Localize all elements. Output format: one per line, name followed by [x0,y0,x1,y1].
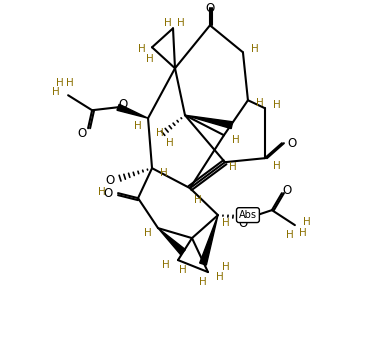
Text: H: H [251,44,259,54]
Text: H: H [299,228,307,238]
Text: H: H [144,228,152,238]
Text: O: O [206,2,214,15]
Text: H: H [134,121,142,131]
Text: H: H [162,260,170,270]
Text: H: H [164,18,172,28]
Text: H: H [286,230,294,240]
Text: H: H [194,195,202,205]
Text: O: O [238,217,247,230]
Text: H: H [216,272,224,282]
Text: H: H [232,135,240,145]
Text: H: H [273,161,281,171]
Text: H: H [222,218,230,228]
Text: O: O [118,98,128,111]
Text: H: H [160,168,168,178]
Text: H: H [98,187,106,197]
Text: O: O [282,184,292,197]
Text: H: H [52,87,60,97]
Text: H: H [66,78,74,88]
Text: H: H [229,162,237,172]
Text: O: O [78,127,87,140]
Text: O: O [105,174,115,187]
Text: Abs: Abs [239,210,257,220]
Text: H: H [179,265,187,275]
Text: H: H [199,277,207,287]
Polygon shape [117,104,148,118]
Text: H: H [56,78,64,88]
Text: H: H [138,44,146,54]
Text: H: H [156,128,164,138]
Text: O: O [287,137,296,150]
Text: H: H [256,98,264,108]
Polygon shape [185,115,233,129]
Text: H: H [166,138,174,148]
Text: H: H [303,217,311,227]
Text: O: O [104,187,113,200]
Text: H: H [146,54,154,64]
Polygon shape [158,228,186,255]
Text: H: H [177,18,185,28]
Text: H: H [222,262,230,272]
Polygon shape [200,215,218,265]
Text: H: H [273,100,281,110]
